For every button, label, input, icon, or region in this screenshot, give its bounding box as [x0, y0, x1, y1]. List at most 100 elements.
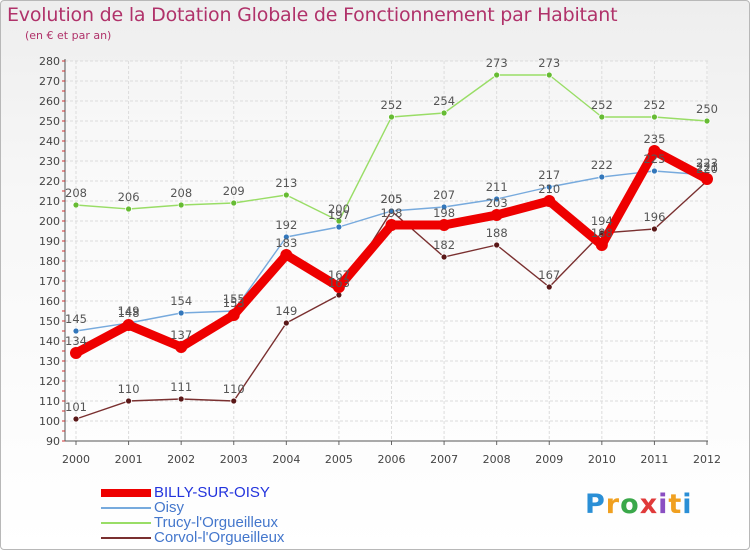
x-tick-label: 2007	[430, 453, 458, 466]
y-tick-label: 250	[39, 115, 60, 128]
logo-letter: P	[585, 489, 606, 520]
data-point-trucy-l-orgueilleux	[651, 113, 658, 121]
data-label-billy-sur-oisy: 198	[433, 206, 455, 220]
data-label-billy-sur-oisy: 198	[381, 206, 403, 220]
x-tick-label: 2012	[693, 453, 721, 466]
logo-letter: i	[658, 489, 669, 520]
x-tick-label: 2006	[378, 453, 406, 466]
y-tick-label: 230	[39, 155, 60, 168]
data-point-oisy	[72, 327, 80, 335]
data-point-corvol-l-orgueilleux	[440, 253, 448, 261]
data-label-corvol-l-orgueilleux: 101	[65, 400, 87, 414]
data-label-billy-sur-oisy: 137	[170, 328, 192, 342]
chart-title: Evolution de la Dotation Globale de Fonc…	[7, 4, 618, 26]
data-label-trucy-l-orgueilleux: 213	[275, 176, 297, 190]
data-label-oisy: 205	[381, 192, 403, 206]
y-tick-label: 160	[39, 295, 60, 308]
data-point-billy-sur-oisy	[543, 195, 556, 207]
data-label-billy-sur-oisy: 203	[486, 196, 508, 210]
legend-label: Oisy	[154, 499, 184, 516]
data-label-oisy: 222	[591, 158, 613, 172]
proxiti-logo: Proxiti	[585, 489, 693, 520]
data-point-trucy-l-orgueilleux	[703, 117, 711, 125]
y-tick-label: 130	[39, 355, 60, 368]
data-label-trucy-l-orgueilleux: 273	[486, 56, 508, 70]
data-point-billy-sur-oisy	[595, 239, 608, 251]
data-point-trucy-l-orgueilleux	[177, 201, 185, 209]
plot-area	[65, 61, 708, 441]
data-point-oisy	[177, 309, 185, 317]
x-tick-label: 2009	[535, 453, 563, 466]
data-label-oisy: 192	[275, 218, 297, 232]
data-label-corvol-l-orgueilleux: 194	[591, 214, 613, 228]
data-label-oisy: 211	[486, 180, 508, 194]
data-label-billy-sur-oisy: 221	[696, 160, 718, 174]
data-label-oisy: 217	[538, 168, 560, 182]
data-label-trucy-l-orgueilleux: 252	[643, 98, 665, 112]
data-label-billy-sur-oisy: 183	[275, 236, 297, 250]
legend-swatch	[101, 488, 151, 497]
data-point-corvol-l-orgueilleux	[230, 397, 238, 405]
data-point-oisy	[282, 233, 290, 241]
data-label-trucy-l-orgueilleux: 208	[65, 186, 87, 200]
data-point-billy-sur-oisy	[280, 249, 293, 261]
y-tick-label: 140	[39, 335, 60, 348]
y-tick-label: 200	[39, 215, 60, 228]
data-point-corvol-l-orgueilleux	[72, 415, 80, 423]
data-label-oisy: 223	[696, 156, 718, 170]
data-point-trucy-l-orgueilleux	[598, 113, 606, 121]
legend-label: Trucy-l'Orgueilleux	[154, 514, 279, 531]
chart-subtitle: (en € et par an)	[25, 29, 112, 42]
data-label-trucy-l-orgueilleux: 200	[328, 202, 350, 216]
y-tick-label: 270	[39, 75, 60, 88]
logo-letter: t	[668, 489, 683, 520]
data-point-trucy-l-orgueilleux	[230, 199, 238, 207]
data-label-billy-sur-oisy: 153	[223, 296, 245, 310]
data-point-oisy	[388, 207, 395, 215]
data-label-billy-sur-oisy: 235	[643, 132, 665, 146]
data-label-oisy: 155	[223, 292, 245, 306]
data-label-billy-sur-oisy: 188	[591, 226, 613, 240]
data-point-corvol-l-orgueilleux	[493, 241, 501, 249]
y-tick-label: 260	[39, 95, 60, 108]
data-label-oisy: 145	[65, 312, 87, 326]
y-tick-label: 170	[39, 275, 60, 288]
data-point-billy-sur-oisy	[122, 319, 135, 331]
data-point-trucy-l-orgueilleux	[125, 205, 132, 213]
data-point-billy-sur-oisy	[175, 341, 188, 353]
data-label-billy-sur-oisy: 134	[65, 334, 87, 348]
data-label-corvol-l-orgueilleux: 111	[170, 380, 192, 394]
data-point-trucy-l-orgueilleux	[388, 113, 395, 121]
legend-label: Corvol-l'Orgueilleux	[154, 529, 285, 546]
x-tick-label: 2002	[167, 453, 195, 466]
data-label-corvol-l-orgueilleux: 163	[328, 276, 350, 290]
data-point-oisy	[440, 203, 448, 211]
data-point-billy-sur-oisy	[490, 209, 503, 221]
data-label-corvol-l-orgueilleux: 167	[538, 268, 560, 282]
data-label-trucy-l-orgueilleux: 208	[170, 186, 192, 200]
data-label-oisy: 149	[118, 304, 140, 318]
data-label-corvol-l-orgueilleux: 182	[433, 238, 455, 252]
data-label-trucy-l-orgueilleux: 206	[118, 190, 140, 204]
data-label-oisy: 207	[433, 188, 455, 202]
legend-label: BILLY-SUR-OISY	[154, 484, 270, 501]
data-point-trucy-l-orgueilleux	[545, 71, 553, 79]
data-label-oisy: 225	[643, 152, 665, 166]
data-label-oisy: 197	[328, 208, 350, 222]
y-tick-label: 180	[39, 255, 60, 268]
logo-letter: x	[639, 489, 659, 520]
data-point-trucy-l-orgueilleux	[440, 109, 448, 117]
data-point-oisy	[598, 173, 606, 181]
legend-swatch	[101, 506, 151, 509]
data-point-corvol-l-orgueilleux	[125, 397, 132, 405]
data-point-corvol-l-orgueilleux	[545, 283, 553, 291]
y-tick-label: 100	[39, 415, 60, 428]
data-point-trucy-l-orgueilleux	[493, 71, 501, 79]
data-label-trucy-l-orgueilleux: 252	[381, 98, 403, 112]
data-point-billy-sur-oisy	[438, 219, 451, 231]
data-point-corvol-l-orgueilleux	[282, 319, 290, 327]
data-label-billy-sur-oisy: 210	[538, 182, 560, 196]
data-label-corvol-l-orgueilleux: 205	[381, 192, 403, 206]
data-point-oisy	[335, 223, 343, 231]
